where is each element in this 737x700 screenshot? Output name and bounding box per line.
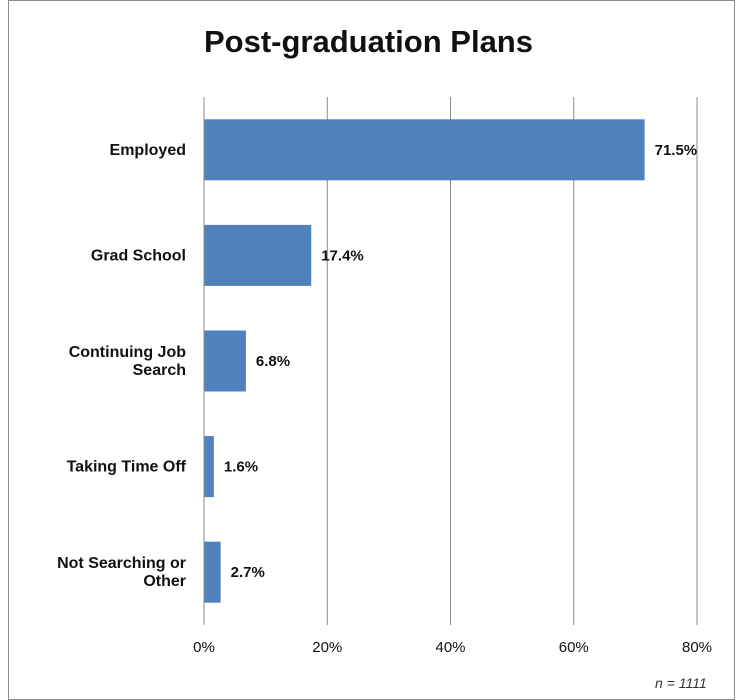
bar (204, 330, 246, 392)
x-tick-label: 80% (682, 639, 712, 656)
bar (204, 224, 312, 286)
x-tick-label: 20% (312, 639, 342, 656)
bar (204, 436, 214, 498)
bar (204, 119, 645, 181)
chart-title: Post-graduation Plans (204, 24, 533, 59)
x-tick-label: 60% (559, 639, 589, 656)
category-label: Grad School (91, 247, 186, 264)
data-label: 17.4% (321, 247, 364, 264)
category-label: Other (143, 573, 186, 590)
chart-frame (8, 0, 735, 700)
category-label: Not Searching or (57, 555, 186, 572)
data-label: 6.8% (256, 353, 290, 370)
category-label: Taking Time Off (67, 459, 187, 476)
data-label: 2.7% (231, 564, 265, 581)
data-label: 71.5% (655, 142, 698, 159)
category-label: Search (133, 362, 186, 379)
x-tick-label: 0% (193, 639, 215, 656)
category-label: Employed (110, 142, 186, 159)
category-label: Continuing Job (69, 344, 187, 361)
data-label: 1.6% (224, 459, 258, 476)
x-tick-label: 40% (435, 639, 465, 656)
bar (204, 541, 221, 603)
sample-size-note: n = 1111 (655, 675, 707, 691)
